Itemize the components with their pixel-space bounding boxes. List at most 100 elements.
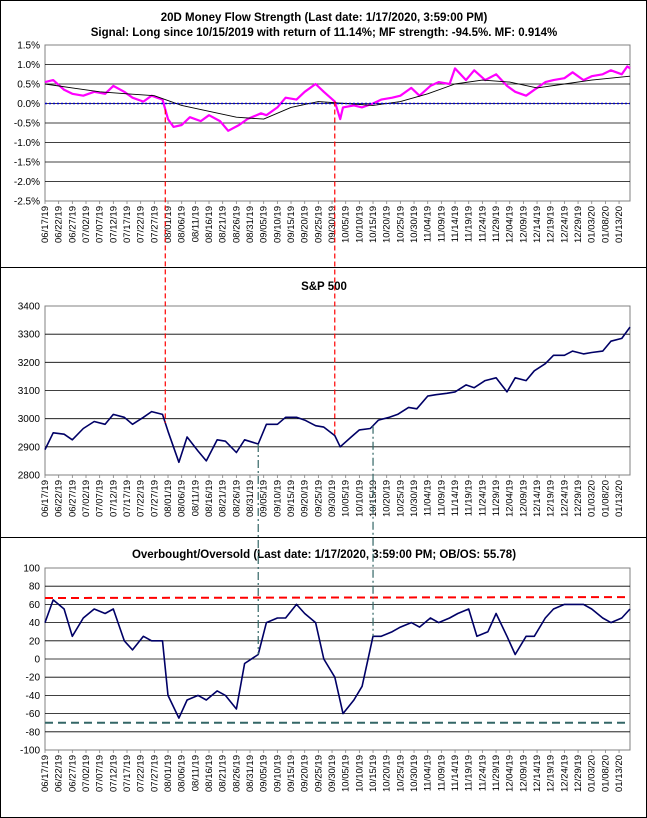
- sp500-xtick-label: 10/15/19: [368, 480, 379, 517]
- obos-title: Overbought/Oversold (Last date: 1/17/202…: [132, 549, 516, 561]
- money-flow-xtick-label: 09/05/19: [259, 206, 270, 243]
- money-flow-xtick-label: 06/22/19: [54, 206, 65, 243]
- sp500-xtick-label: 11/14/19: [450, 480, 461, 516]
- sp500-xtick-label: 08/21/19: [218, 480, 229, 517]
- sp500-xtick-label: 11/04/19: [423, 480, 434, 516]
- money-flow-xtick-label: 07/12/19: [108, 206, 119, 243]
- money-flow-ytick-label: -1.5%: [14, 158, 40, 169]
- obos-xtick-label: 10/25/19: [395, 755, 406, 792]
- money-flow-ytick-label: -2.0%: [14, 177, 40, 188]
- sp500-ytick-label: 3300: [18, 330, 41, 341]
- obos-xtick-label: 12/29/19: [573, 755, 584, 792]
- sp500-xtick-label: 09/20/19: [300, 480, 311, 517]
- obos-xtick-label: 12/19/19: [546, 755, 557, 792]
- obos-series-overbought: [44, 596, 631, 599]
- obos-xtick-label: 11/14/19: [450, 755, 461, 791]
- obos-xtick-label: 08/26/19: [231, 755, 242, 792]
- sp500-xtick-label: 10/20/19: [382, 480, 393, 517]
- sp500-panel: S&P 500 3400 3300 3200 3100 3000 2900 2800 06/…: [18, 281, 631, 517]
- obos-xtick-label: 07/17/19: [122, 755, 133, 792]
- sp500-xtick-label: 08/31/19: [245, 480, 256, 517]
- obos-xtick-label: 08/21/19: [218, 755, 229, 792]
- sp500-xtick-label: 06/27/19: [67, 480, 78, 517]
- obos-xtick-label: 09/20/19: [300, 755, 311, 792]
- money-flow-xtick-label: 09/15/19: [286, 206, 297, 243]
- sp500-xtick-label: 10/05/19: [341, 480, 352, 517]
- money-flow-xtick-label: 10/15/19: [368, 206, 379, 243]
- money-flow-xtick-label: 12/09/19: [518, 206, 529, 243]
- obos-ytick-label: -80: [26, 727, 41, 738]
- money-flow-xtick-label: 11/29/19: [491, 206, 502, 242]
- sp500-ytick-label: 3100: [18, 386, 41, 397]
- sp500-xtick-label: 07/12/19: [108, 480, 119, 517]
- sp500-xtick-label: 12/29/19: [573, 480, 584, 517]
- money-flow-xtick-label: 08/01/19: [163, 206, 174, 243]
- money-flow-xtick-label: 12/14/19: [532, 206, 543, 243]
- money-flow-xtick-label: 11/04/19: [423, 206, 434, 242]
- obos-xtick-label: 08/16/19: [204, 755, 215, 792]
- money-flow-xtick-label: 08/26/19: [231, 206, 242, 243]
- obos-xtick-label: 12/24/19: [559, 755, 570, 792]
- sp500-xtick-label: 11/24/19: [477, 480, 488, 516]
- sp500-xtick-label: 11/19/19: [464, 480, 475, 516]
- money-flow-xtick-label: 11/09/19: [436, 206, 447, 242]
- sp500-title: S&P 500: [301, 281, 347, 293]
- obos-xtick-label: 11/29/19: [491, 755, 502, 791]
- obos-xtick-label: 12/09/19: [518, 755, 529, 792]
- money-flow-xtick-label: 10/30/19: [409, 206, 420, 243]
- sp500-xtick-label: 08/06/19: [177, 480, 188, 517]
- obos-xtick-label: 11/09/19: [436, 755, 447, 791]
- sp500-xtick-label: 09/10/19: [272, 480, 283, 517]
- obos-xtick-label: 12/14/19: [532, 755, 543, 792]
- money-flow-xtick-label: 12/19/19: [546, 206, 557, 243]
- obos-xtick-label: 09/25/19: [313, 755, 324, 792]
- sp500-ytick-label: 3400: [18, 302, 41, 313]
- obos-xtick-label: 06/22/19: [54, 755, 65, 792]
- sp500-xtick-label: 08/11/19: [190, 480, 201, 516]
- sp500-xtick-label: 08/16/19: [204, 480, 215, 517]
- sp500-xtick-label: 10/10/19: [354, 480, 365, 517]
- sp500-series-line: [44, 326, 631, 464]
- sp500-xtick-label: 07/17/19: [122, 480, 133, 517]
- obos-xtick-label: 01/08/20: [600, 755, 611, 792]
- obos-xtick-label: 09/30/19: [327, 755, 338, 792]
- sp500-xtick-label: 09/25/19: [313, 480, 324, 517]
- money-flow-ytick-label: -2.5%: [14, 197, 40, 208]
- sp500-xtick-label: 06/17/19: [40, 480, 51, 517]
- sp500-xtick-label: 07/02/19: [81, 480, 92, 517]
- money-flow-xtick-label: 01/03/20: [587, 206, 598, 243]
- sp500-xtick-label: 09/30/19: [327, 480, 338, 517]
- obos-xtick-label: 10/05/19: [341, 755, 352, 792]
- sp500-xtick-label: 12/24/19: [559, 480, 570, 517]
- money-flow-xtick-label: 12/24/19: [559, 206, 570, 243]
- money-flow-xtick-label: 11/14/19: [450, 206, 461, 242]
- sp500-xtick-label: 12/14/19: [532, 480, 543, 517]
- sp500-xtick-label: 01/03/20: [587, 480, 598, 517]
- obos-xtick-label: 10/15/19: [368, 755, 379, 792]
- money-flow-xtick-label: 09/30/19: [327, 206, 338, 243]
- money-flow-xtick-label: 01/08/20: [600, 206, 611, 243]
- sp500-xtick-label: 09/15/19: [286, 480, 297, 517]
- obos-xtick-label: 11/24/19: [477, 755, 488, 791]
- sp500-xtick-label: 10/25/19: [395, 480, 406, 517]
- obos-xtick-label: 09/05/19: [259, 755, 270, 792]
- sp500-xtick-label: 06/22/19: [54, 480, 65, 517]
- sp500-ytick-label: 2800: [18, 471, 41, 482]
- obos-xtick-label: 06/27/19: [67, 755, 78, 792]
- obos-xtick-label: 11/19/19: [464, 755, 475, 791]
- sp500-ytick-label: 3200: [18, 358, 41, 369]
- obos-ytick-label: -40: [26, 691, 41, 702]
- money-flow-xtick-label: 06/27/19: [67, 206, 78, 243]
- obos-series-obos: [44, 599, 631, 719]
- sp500-xtick-label: 07/22/19: [136, 480, 147, 517]
- obos-xtick-label: 01/13/20: [614, 755, 625, 792]
- money-flow-series-average: [44, 75, 631, 120]
- money-flow-xtick-label: 10/10/19: [354, 206, 365, 243]
- money-flow-xtick-label: 08/11/19: [190, 206, 201, 242]
- obos-ytick-label: -20: [26, 673, 41, 684]
- sp500-xtick-label: 08/01/19: [163, 480, 174, 517]
- obos-ytick-label: 0: [34, 655, 40, 666]
- money-flow-xtick-label: 07/22/19: [136, 206, 147, 243]
- obos-ytick-label: 60: [29, 600, 41, 611]
- money-flow-xtick-label: 08/16/19: [204, 206, 215, 243]
